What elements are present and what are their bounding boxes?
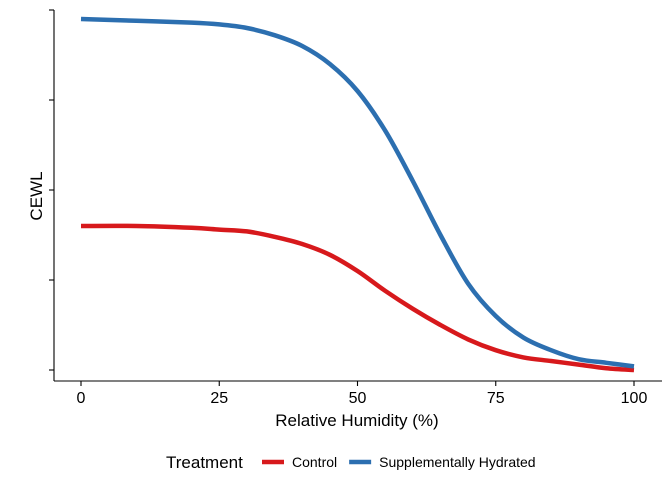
x-tick-label: 50 <box>349 390 367 407</box>
series-line-supplementally-hydrated <box>80 16 635 369</box>
x-axis-title: Relative Humidity (%) <box>275 411 438 430</box>
y-axis-title: CEWL <box>27 171 46 220</box>
legend-title: Treatment <box>166 453 243 472</box>
x-tick-label: 0 <box>77 390 86 407</box>
axes: 0 25 50 75 100 <box>49 9 662 407</box>
legend-label-supplementally-hydrated: Supplementally Hydrated <box>379 454 535 470</box>
legend: Treatment Control Supplementally Hydrated <box>166 453 536 472</box>
series-line-control <box>80 223 635 373</box>
x-tick-label: 25 <box>210 390 228 407</box>
x-tick-label: 100 <box>621 390 648 407</box>
x-tick-label: 75 <box>487 390 505 407</box>
series-layer <box>80 16 635 373</box>
legend-label-control: Control <box>292 454 337 470</box>
